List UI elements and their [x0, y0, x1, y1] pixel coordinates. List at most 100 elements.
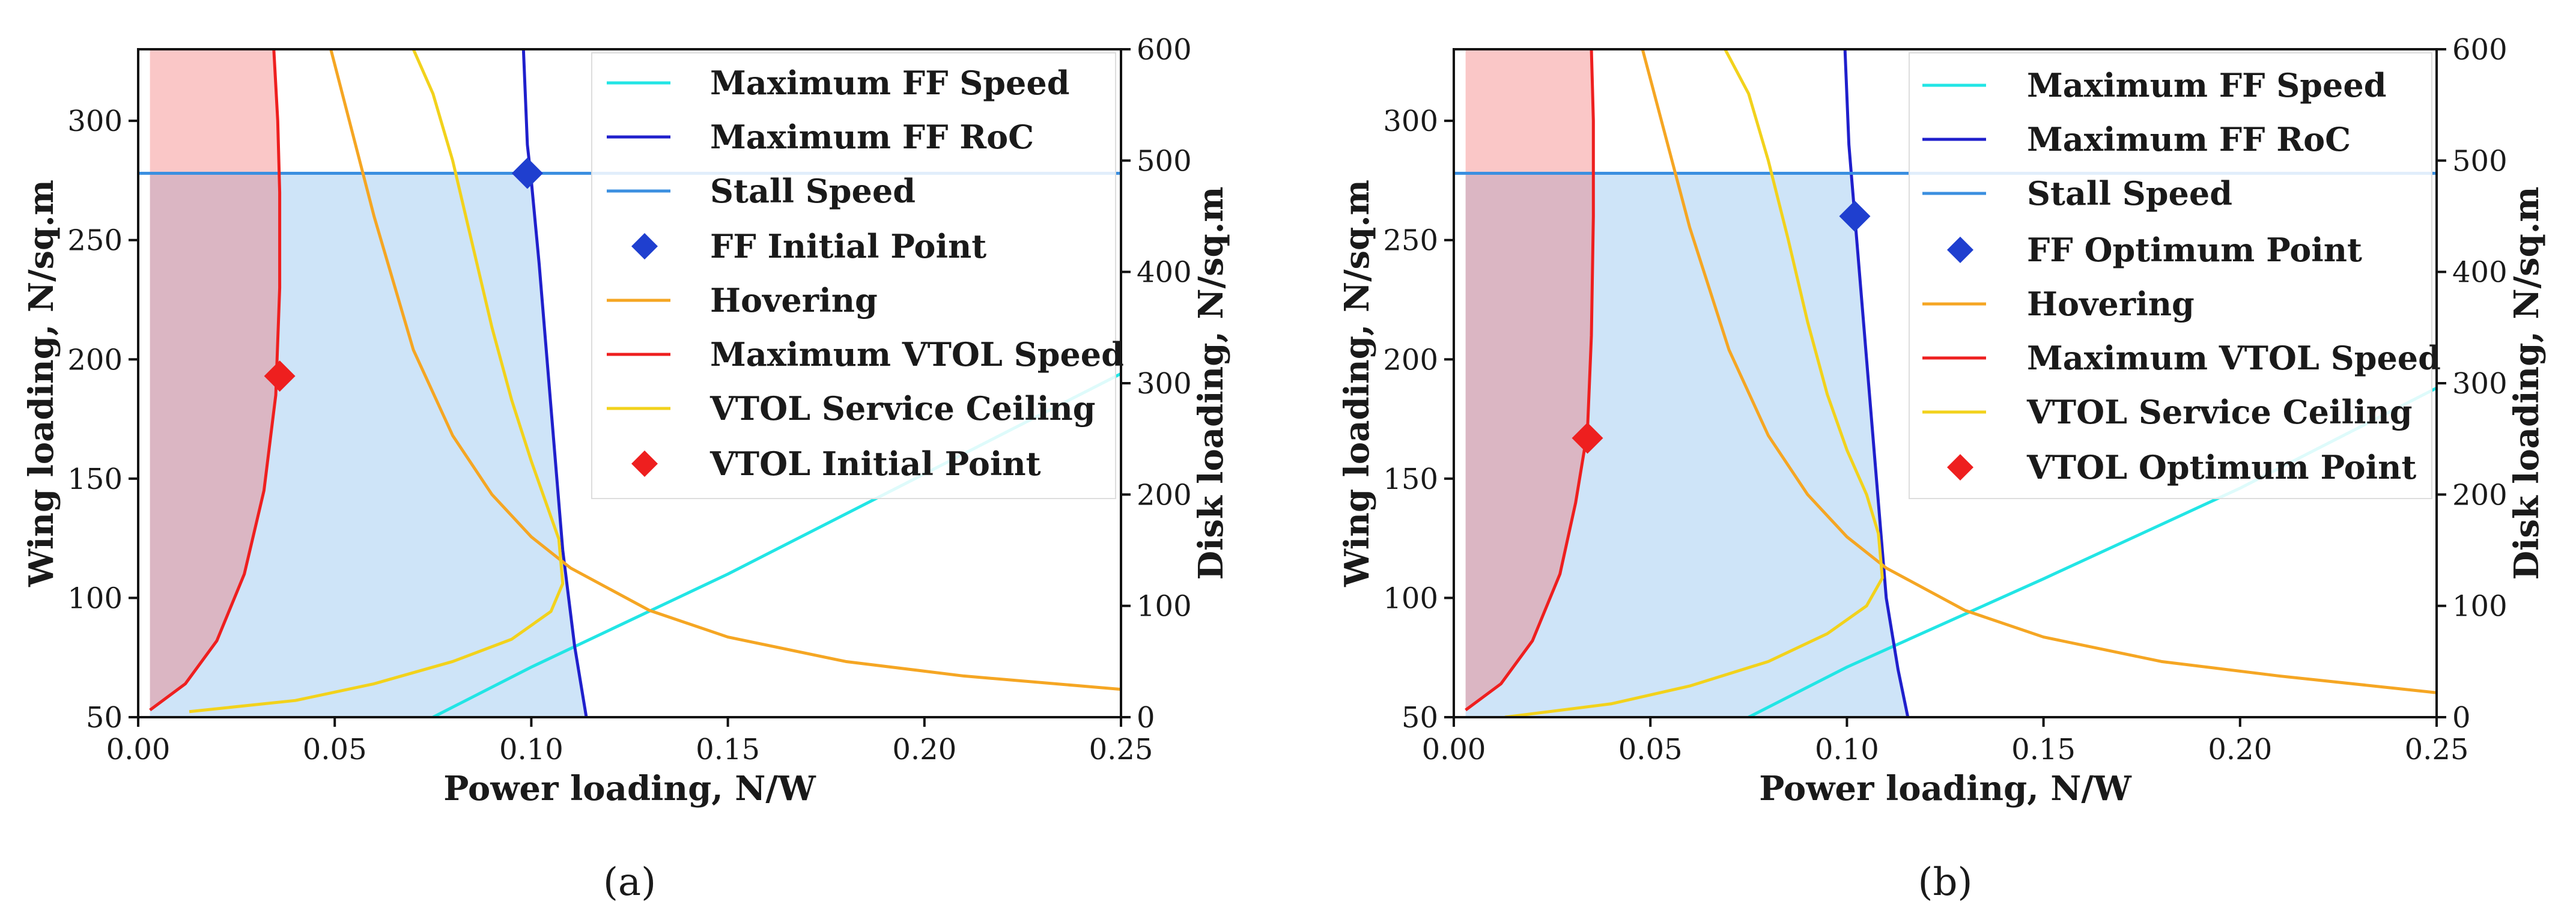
legend-item: Hovering: [1922, 285, 2195, 323]
legend-item: Maximum FF Speed: [1922, 66, 2387, 105]
y2-tick-label: 300: [1137, 367, 1192, 401]
y2-tick-label: 100: [1137, 590, 1192, 623]
legend-item: Hovering: [607, 281, 878, 320]
y-axis-label: Wing loading, N/sq.m: [1337, 180, 1377, 587]
y-tick-label: 50: [86, 701, 123, 735]
data-point-vtol-initial-point: [264, 360, 296, 392]
legend-label: VTOL Service Ceiling: [2026, 393, 2413, 431]
legend-item: Stall Speed: [1922, 174, 2232, 213]
y2-tick-label: 200: [1137, 478, 1192, 512]
feasible-region-fill: [1465, 173, 1908, 717]
legend-item: FF Initial Point: [631, 227, 986, 265]
y2-tick-label: 400: [1137, 256, 1192, 290]
y2-tick-label: 600: [1137, 33, 1192, 67]
x-tick-label: 0.10: [1815, 733, 1879, 766]
y2-tick-label: 200: [2452, 478, 2508, 512]
legend-label: VTOL Initial Point: [709, 444, 1041, 483]
x-tick-label: 0.10: [499, 733, 564, 766]
legend-item: Maximum VTOL Speed: [607, 335, 1124, 374]
legend-box: [591, 52, 1116, 499]
vtol-region-fill: [150, 49, 280, 717]
legend-label: VTOL Optimum Point: [2026, 448, 2416, 487]
legend-box: [1909, 52, 2432, 499]
legend-label: Maximum VTOL Speed: [2027, 339, 2441, 377]
series-line-maximum-ff-roc: [521, 49, 588, 717]
series-line-hovering: [329, 49, 1121, 691]
legend-marker: [1947, 454, 1973, 481]
legend-item: VTOL Optimum Point: [1947, 448, 2416, 487]
y2-tick-label: 0: [1137, 701, 1155, 735]
y-tick-label: 200: [67, 343, 123, 377]
legend-label: Stall Speed: [2027, 174, 2232, 213]
data-point-vtol-optimum-point: [1572, 422, 1603, 454]
x-axis-label: Power loading, N/W: [1759, 769, 2132, 808]
y-tick-label: 300: [1383, 105, 1438, 138]
y2-tick-label: 300: [2452, 367, 2508, 401]
x-tick-label: 0.15: [696, 733, 760, 766]
series-line-maximum-vtol-speed: [1465, 49, 1595, 712]
series-line-vtol-service-ceiling: [189, 49, 565, 714]
x-tick-label: 0.05: [1618, 733, 1683, 766]
y-tick-label: 100: [67, 581, 123, 615]
x-tick-label: 0.20: [2208, 733, 2272, 766]
y2-tick-label: 500: [1137, 144, 1192, 178]
legend-item: VTOL Service Ceiling: [607, 389, 1096, 428]
x-axis-label: Power loading, N/W: [443, 769, 816, 808]
x-tick-label: 0.00: [106, 733, 171, 766]
y-tick-label: 50: [1402, 701, 1438, 735]
panel-b: 0.00 0.05 0.10 0.15 0.20 0.25 50 100 150 200 250 30…: [1337, 33, 2547, 905]
legend-label: Stall Speed: [710, 172, 916, 210]
y2-axis-label: Disk loading, N/sq.m: [2507, 187, 2547, 580]
y-tick-label: 250: [1383, 224, 1438, 258]
y2-tick-label: 600: [2452, 33, 2508, 67]
legend-item: Stall Speed: [607, 172, 916, 210]
legend-label: Maximum FF RoC: [2027, 120, 2351, 159]
legend-marker: [1947, 237, 1973, 263]
y-tick-label: 250: [67, 224, 123, 258]
legend: Maximum FF Speed Maximum FF RoC Stall Sp…: [591, 52, 1124, 499]
panel-caption: (b): [1918, 860, 1973, 905]
series-line-maximum-vtol-speed: [149, 49, 282, 712]
y2-tick-label: 400: [2452, 256, 2508, 290]
legend: Maximum FF Speed Maximum FF RoC Stall Sp…: [1909, 52, 2441, 499]
legend-label: Maximum VTOL Speed: [710, 335, 1124, 374]
legend-label: FF Initial Point: [710, 227, 986, 265]
legend-item: Maximum FF RoC: [1922, 120, 2351, 159]
y2-tick-label: 100: [2452, 590, 2508, 623]
series-line-hovering: [1641, 49, 2437, 694]
legend-marker: [631, 450, 658, 477]
legend-item: VTOL Initial Point: [631, 444, 1041, 483]
legend-item: FF Optimum Point: [1947, 231, 2362, 269]
legend-label: Maximum FF Speed: [2027, 66, 2387, 105]
legend-item: Maximum FF Speed: [607, 64, 1070, 102]
legend-marker: [631, 233, 658, 259]
legend-item: Maximum FF RoC: [607, 118, 1034, 156]
feasible-region-fill: [150, 173, 587, 717]
legend-label: FF Optimum Point: [2027, 231, 2362, 269]
data-point-ff-optimum-point: [1839, 201, 1871, 232]
series-line-maximum-ff-roc: [1843, 49, 1910, 717]
x-tick-label: 0.00: [1422, 733, 1486, 766]
y2-tick-label: 0: [2452, 701, 2471, 735]
legend-item: VTOL Service Ceiling: [1922, 393, 2413, 431]
y-tick-label: 200: [1383, 343, 1438, 377]
legend-label: Hovering: [2027, 285, 2195, 323]
y-tick-label: 150: [67, 463, 123, 496]
y-tick-label: 150: [1383, 463, 1438, 496]
y-tick-label: 100: [1383, 581, 1438, 615]
vtol-region-fill: [1465, 49, 1594, 717]
legend-label: Hovering: [710, 281, 878, 320]
series-line-vtol-service-ceiling: [1504, 49, 1884, 717]
y2-tick-label: 500: [2452, 144, 2508, 178]
legend-item: Maximum VTOL Speed: [1922, 339, 2441, 377]
legend-label: Maximum FF Speed: [710, 64, 1070, 102]
y2-axis-label: Disk loading, N/sq.m: [1191, 187, 1231, 580]
data-point-ff-initial-point: [511, 157, 543, 189]
x-tick-label: 0.25: [1089, 733, 1153, 766]
y-tick-label: 300: [67, 105, 123, 138]
legend-label: Maximum FF RoC: [710, 118, 1034, 156]
panel-caption: (a): [603, 860, 656, 905]
panel-a: 0.00 0.05 0.10 0.15 0.20 0.25 50 100 150 200 250 30…: [22, 33, 1231, 905]
x-tick-label: 0.20: [892, 733, 956, 766]
